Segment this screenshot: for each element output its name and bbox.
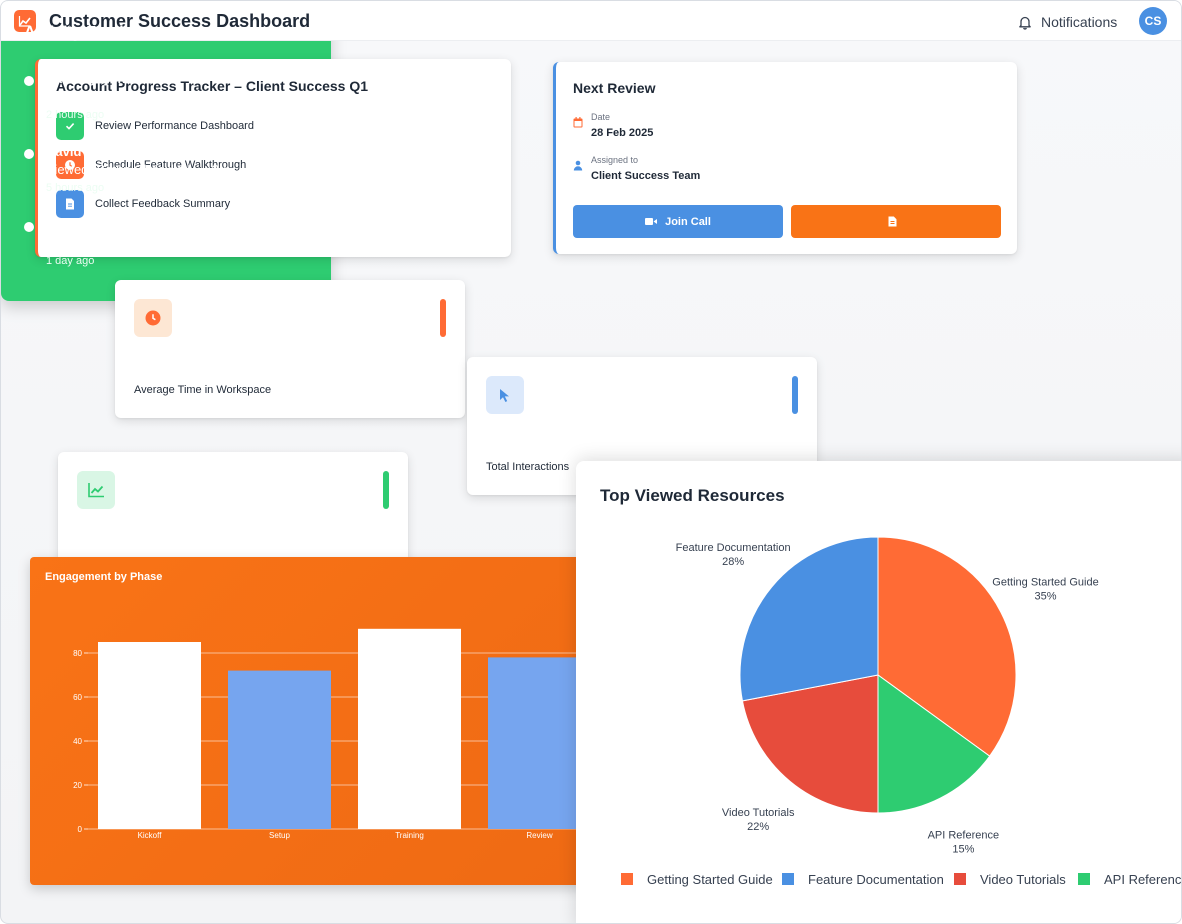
join-call-label: Join Call xyxy=(665,215,711,228)
x-tick-label: Training xyxy=(395,831,424,840)
bell-icon xyxy=(1019,16,1031,30)
y-tick-label: 20 xyxy=(73,781,82,790)
activity-name: Lena Ortiz xyxy=(46,217,110,232)
legend-label: Getting Started Guide xyxy=(647,872,773,887)
user-icon xyxy=(573,155,585,182)
check-icon xyxy=(56,112,84,140)
pie-slice xyxy=(739,536,879,702)
task-item[interactable]: Review Performance Dashboard xyxy=(56,112,254,140)
pie-slice-label: Video Tutorials xyxy=(722,807,795,819)
metric-card-avg-time: Average Time in Workspace xyxy=(115,280,465,418)
assigned-value: Client Success Team xyxy=(591,170,701,182)
activity-dot xyxy=(24,76,34,86)
activity-text: Viewed "Setup Checklist" — 3× xyxy=(46,162,227,177)
review-title: Next Review xyxy=(573,80,656,96)
metric-accent-bar xyxy=(383,471,389,509)
activity-text: Completed "Training Module 1." xyxy=(46,89,229,104)
activity-time: 5 hours ago xyxy=(46,182,105,194)
notifications-button[interactable]: Notifications xyxy=(1018,12,1117,32)
task-item[interactable]: Schedule Feature Walkthrough xyxy=(56,151,246,179)
task-item[interactable]: Collect Feedback Summary xyxy=(56,190,230,218)
legend-swatch xyxy=(621,873,633,885)
date-value: 28 Feb 2025 xyxy=(591,127,654,139)
metric-label: Average Time in Workspace xyxy=(134,384,272,396)
cursor-icon xyxy=(486,376,524,414)
task-label: Review Performance Dashboard xyxy=(95,120,254,132)
join-call-button[interactable]: Join Call xyxy=(573,205,783,238)
x-tick-label: Kickoff xyxy=(138,831,163,840)
bar xyxy=(98,642,201,829)
activity-dot xyxy=(24,149,34,159)
pie-slice-label: Feature Documentation xyxy=(676,542,791,554)
legend-label: Feature Documentation xyxy=(808,872,944,887)
notifications-label: Notifications xyxy=(1041,14,1118,30)
top-bar: Customer Success Dashboard Notifications… xyxy=(1,1,1181,41)
tracker-title: Account Progress Tracker – Client Succes… xyxy=(56,78,369,94)
user-avatar[interactable]: CS xyxy=(1139,7,1167,35)
pie-slice-label: Getting Started Guide xyxy=(992,577,1098,589)
y-tick-label: 0 xyxy=(78,825,83,834)
next-review-card: Next Review Date 28 Feb 2025 Assigned to… xyxy=(553,62,1017,254)
task-label: Collect Feedback Summary xyxy=(95,198,231,210)
metric-accent-bar xyxy=(440,299,446,337)
top-resources-card: Top Viewed Resources Getting Started Gui… xyxy=(576,461,1182,923)
account-progress-card: Account Progress Tracker – Client Succes… xyxy=(35,59,511,257)
legend-swatch xyxy=(782,873,794,885)
pie-slice xyxy=(741,674,879,814)
clock-icon xyxy=(134,299,172,337)
legend-swatch xyxy=(954,873,966,885)
engagement-chart-title: Engagement by Phase xyxy=(45,571,163,583)
video-camera-icon xyxy=(645,218,658,225)
chart-logo-icon xyxy=(14,10,36,32)
bar xyxy=(228,670,331,829)
document-icon xyxy=(888,216,896,227)
engagement-bar-chart: 0 20 40 60 80 Kickoff Setup Training Review xyxy=(73,628,590,840)
legend-label: API Reference xyxy=(1104,872,1182,887)
resources-title: Top Viewed Resources xyxy=(600,486,785,505)
assigned-label: Assigned to xyxy=(591,155,639,165)
metric-accent-bar xyxy=(792,376,798,414)
x-tick-label: Setup xyxy=(269,831,290,840)
document-icon xyxy=(56,190,84,218)
activity-name: David Lee xyxy=(46,144,108,159)
app-title: Customer Success Dashboard xyxy=(49,11,311,31)
activity-title: Activity Feed xyxy=(24,24,124,41)
activity-text: Commented on "Launch Plan Review." xyxy=(46,235,270,250)
date-label: Date xyxy=(591,112,611,122)
y-tick-label: 60 xyxy=(73,693,82,702)
view-document-button[interactable] xyxy=(791,205,1001,238)
bar xyxy=(358,628,461,829)
legend-swatch xyxy=(1078,873,1090,885)
review-date: Date 28 Feb 2025 xyxy=(573,112,653,139)
task-label: Schedule Feature Walkthrough xyxy=(95,159,247,171)
activity-dot xyxy=(24,222,34,232)
activity-name: Sara Nguyen xyxy=(46,71,126,86)
pie-slice-label: API Reference xyxy=(928,830,1000,842)
engagement-chart-card: Engagement by Phase 0 20 40 60 80 Kickoff Setu… xyxy=(30,557,590,885)
pie-slice xyxy=(877,674,991,814)
pie-slice-percent: 35% xyxy=(1034,591,1056,603)
pie-slice xyxy=(877,536,1017,757)
calendar-icon xyxy=(573,112,585,139)
clock-icon xyxy=(56,151,84,179)
trend-chart-icon xyxy=(77,471,115,509)
pie-slice-percent: 28% xyxy=(722,556,744,568)
activity-time: 2 hours ago xyxy=(46,109,105,121)
pie-slice-percent: 15% xyxy=(952,844,974,856)
metric-label: Total Interactions xyxy=(486,461,570,473)
x-tick-label: Review xyxy=(526,831,552,840)
pie-slice-percent: 22% xyxy=(747,821,769,833)
bar xyxy=(488,657,590,829)
legend-label: Video Tutorials xyxy=(980,872,1066,887)
resources-pie-chart: Getting Started Guide 35% API Reference 15%… xyxy=(621,536,1182,887)
review-assignee: Assigned to Client Success Team xyxy=(573,155,700,182)
y-tick-label: 80 xyxy=(73,649,82,658)
y-tick-label: 40 xyxy=(73,737,82,746)
activity-time: 1 day ago xyxy=(46,255,95,267)
